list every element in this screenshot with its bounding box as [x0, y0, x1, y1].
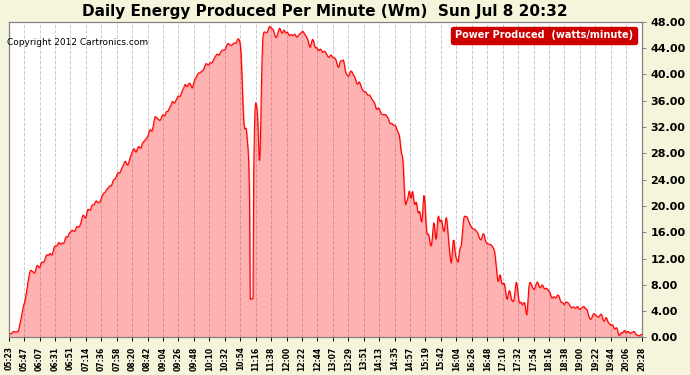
Title: Daily Energy Produced Per Minute (Wm)  Sun Jul 8 20:32: Daily Energy Produced Per Minute (Wm) Su…: [82, 4, 568, 19]
Text: Copyright 2012 Cartronics.com: Copyright 2012 Cartronics.com: [7, 38, 148, 47]
Legend: Power Produced  (watts/minute): Power Produced (watts/minute): [451, 27, 637, 44]
